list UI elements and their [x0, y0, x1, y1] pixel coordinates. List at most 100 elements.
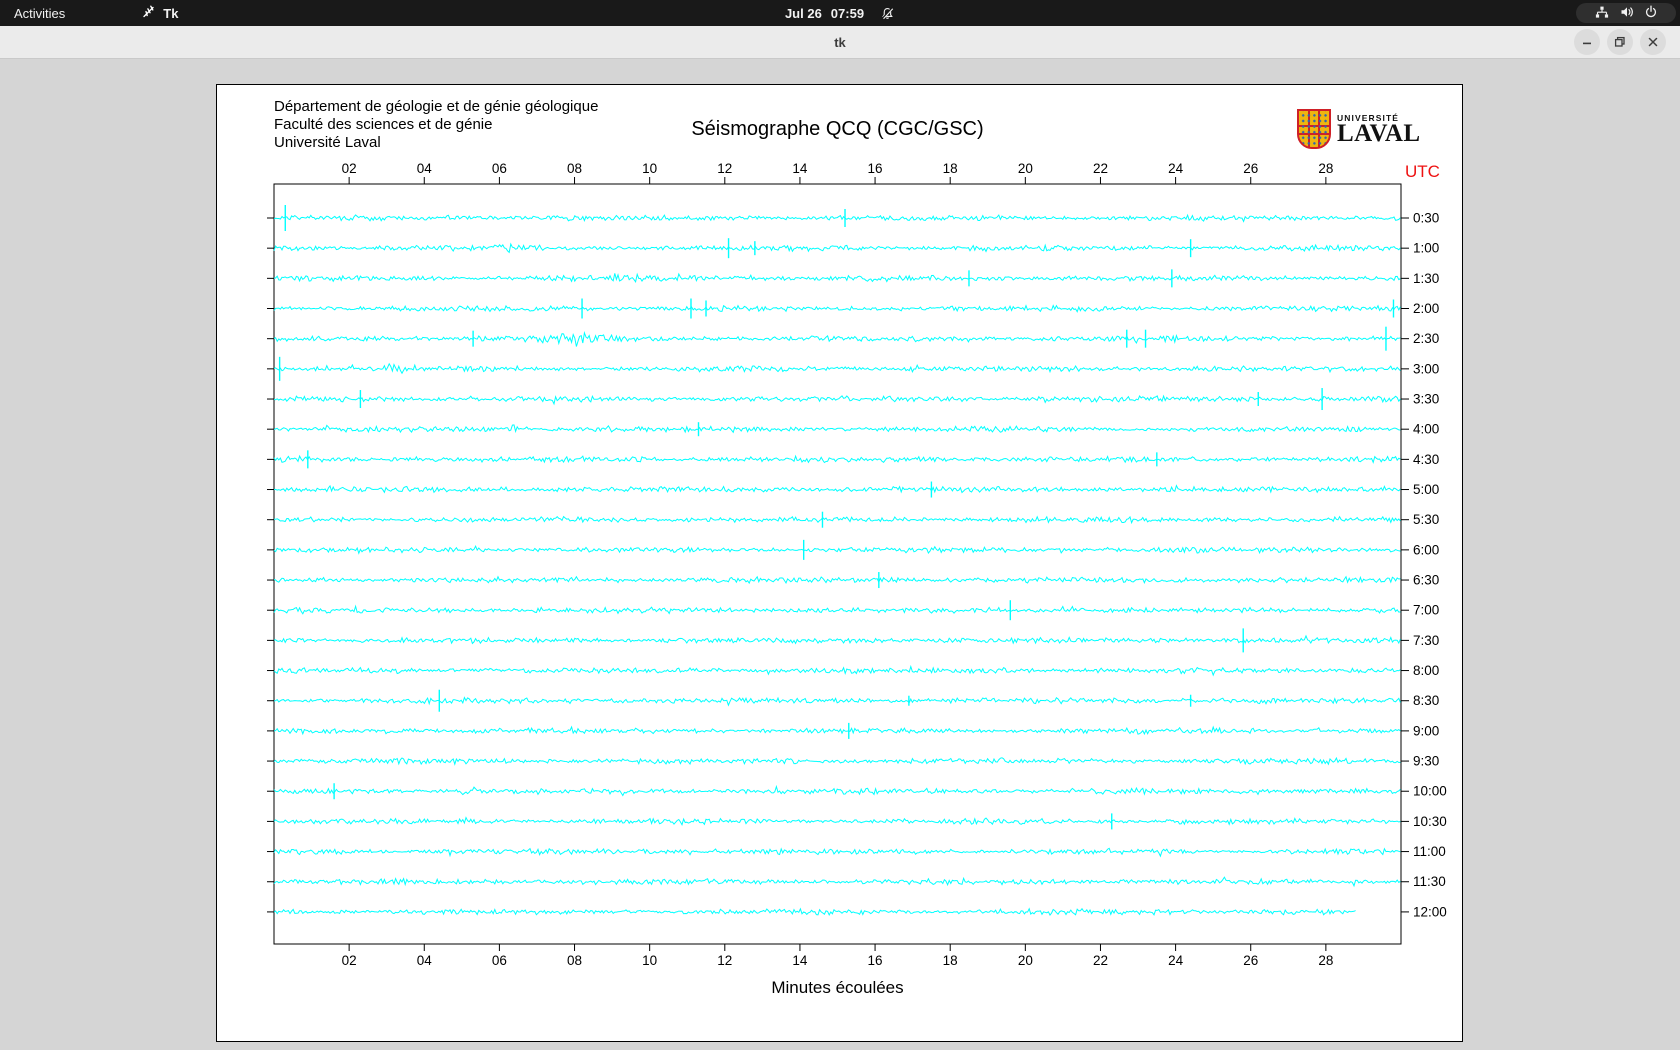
trace-row — [273, 634, 1401, 645]
svg-text:2:30: 2:30 — [1413, 331, 1439, 346]
volume-icon — [1620, 5, 1635, 22]
svg-text:10: 10 — [642, 953, 657, 968]
svg-text:16: 16 — [868, 953, 883, 968]
svg-text:18: 18 — [943, 161, 958, 176]
trace-row — [273, 604, 1401, 615]
svg-text:7:30: 7:30 — [1413, 633, 1439, 648]
trace-row — [273, 907, 1356, 917]
trace-row — [274, 515, 1401, 525]
trace-row — [273, 272, 1401, 283]
svg-text:20: 20 — [1018, 953, 1033, 968]
trace-row — [273, 664, 1401, 677]
minimize-icon — [1583, 42, 1591, 45]
svg-text:11:30: 11:30 — [1413, 874, 1446, 889]
activities-button[interactable]: Activities — [14, 5, 66, 21]
gnome-top-bar: Activities Tk Jul 26 07:59 — [0, 0, 1680, 26]
trace-row — [273, 816, 1401, 826]
window-title-bar[interactable]: tk — [0, 26, 1680, 59]
restore-icon — [1614, 36, 1625, 47]
traces — [273, 205, 1401, 917]
logo-text-big: LAVAL — [1337, 120, 1421, 147]
svg-text:24: 24 — [1168, 161, 1184, 176]
trace-row — [273, 756, 1401, 766]
svg-text:7:00: 7:00 — [1413, 603, 1439, 618]
trace-row — [273, 545, 1401, 555]
trace-row — [273, 847, 1401, 858]
svg-text:22: 22 — [1093, 161, 1108, 176]
svg-text:3:30: 3:30 — [1413, 392, 1439, 407]
utc-axis-label: UTC — [1405, 162, 1440, 181]
svg-text:11:00: 11:00 — [1413, 844, 1446, 859]
trace-row — [273, 213, 1401, 223]
svg-text:12:00: 12:00 — [1413, 904, 1447, 919]
svg-text:14: 14 — [792, 953, 808, 968]
svg-text:10:00: 10:00 — [1413, 784, 1447, 799]
svg-text:8:30: 8:30 — [1413, 693, 1439, 708]
svg-text:08: 08 — [567, 953, 582, 968]
svg-text:06: 06 — [492, 161, 507, 176]
svg-text:08: 08 — [567, 161, 582, 176]
power-icon — [1644, 5, 1658, 22]
trace-row — [273, 575, 1401, 585]
app-menu[interactable]: Tk — [141, 4, 178, 22]
trace-row — [273, 784, 1401, 797]
close-button[interactable] — [1640, 29, 1666, 55]
bell-slash-icon — [880, 6, 895, 21]
trace-row — [273, 362, 1401, 375]
svg-text:04: 04 — [417, 953, 433, 968]
svg-text:5:30: 5:30 — [1413, 512, 1439, 527]
svg-text:28: 28 — [1318, 953, 1333, 968]
trace-row — [273, 330, 1401, 347]
app-menu-label: Tk — [163, 5, 179, 21]
minimize-button[interactable] — [1574, 29, 1600, 55]
svg-text:02: 02 — [342, 161, 357, 176]
logo-text-small: UNIVERSITÉ — [1337, 113, 1400, 123]
trace-row — [273, 696, 1401, 707]
svg-text:6:30: 6:30 — [1413, 573, 1439, 588]
svg-text:04: 04 — [417, 161, 433, 176]
trace-row — [273, 454, 1401, 464]
svg-text:9:30: 9:30 — [1413, 754, 1439, 769]
trace-row — [273, 242, 1401, 254]
svg-text:18: 18 — [943, 953, 958, 968]
network-icon — [1594, 5, 1610, 22]
svg-text:28: 28 — [1318, 161, 1333, 176]
laval-crest-icon — [1297, 109, 1331, 149]
header-line-2: Faculté des sciences et de génie — [274, 116, 493, 133]
svg-text:6:00: 6:00 — [1413, 542, 1439, 557]
header-line-3: Université Laval — [274, 134, 381, 151]
svg-text:4:00: 4:00 — [1413, 422, 1439, 437]
x-axis-title: Minutes écoulées — [771, 978, 904, 997]
svg-text:4:30: 4:30 — [1413, 452, 1439, 467]
close-icon — [1648, 37, 1658, 47]
svg-text:5:00: 5:00 — [1413, 482, 1439, 497]
system-status-area[interactable] — [1576, 3, 1676, 23]
trace-row — [273, 484, 1401, 494]
trace-row — [273, 394, 1401, 406]
trace-row — [273, 304, 1401, 313]
trace-row — [273, 725, 1401, 736]
svg-text:06: 06 — [492, 953, 507, 968]
clock-time: 07:59 — [830, 5, 865, 21]
seismograph-canvas: Département de géologie et de génie géol… — [216, 84, 1463, 1042]
svg-text:1:30: 1:30 — [1413, 271, 1439, 286]
header-line-1: Département de géologie et de génie géol… — [274, 98, 599, 115]
svg-text:26: 26 — [1243, 161, 1258, 176]
svg-text:2:00: 2:00 — [1413, 301, 1439, 316]
maximize-button[interactable] — [1607, 29, 1633, 55]
svg-text:02: 02 — [342, 953, 357, 968]
svg-text:22: 22 — [1093, 953, 1108, 968]
seismogram-svg: 02 02 04 04 06 06 08 08 10 10 12 12 14 14 16 16 18 18 20 20… — [267, 161, 1447, 968]
clock-button[interactable]: Jul 26 07:59 — [785, 0, 895, 26]
svg-text:10: 10 — [642, 161, 657, 176]
trace-row — [273, 424, 1401, 434]
plot-border — [273, 183, 1402, 945]
svg-text:3:00: 3:00 — [1413, 361, 1439, 376]
svg-text:1:00: 1:00 — [1413, 241, 1439, 256]
institution-header: Département de géologie et de génie géol… — [274, 98, 598, 152]
x-axis-ticks: 02 02 04 04 06 06 08 08 10 10 12 12 14 14 16 16 18 18 20 20… — [267, 161, 1447, 968]
chart-title: Séismographe QCQ (CGC/GSC) — [691, 118, 984, 140]
svg-text:10:30: 10:30 — [1413, 814, 1447, 829]
svg-text:9:00: 9:00 — [1413, 723, 1439, 738]
trace-row — [273, 876, 1401, 888]
